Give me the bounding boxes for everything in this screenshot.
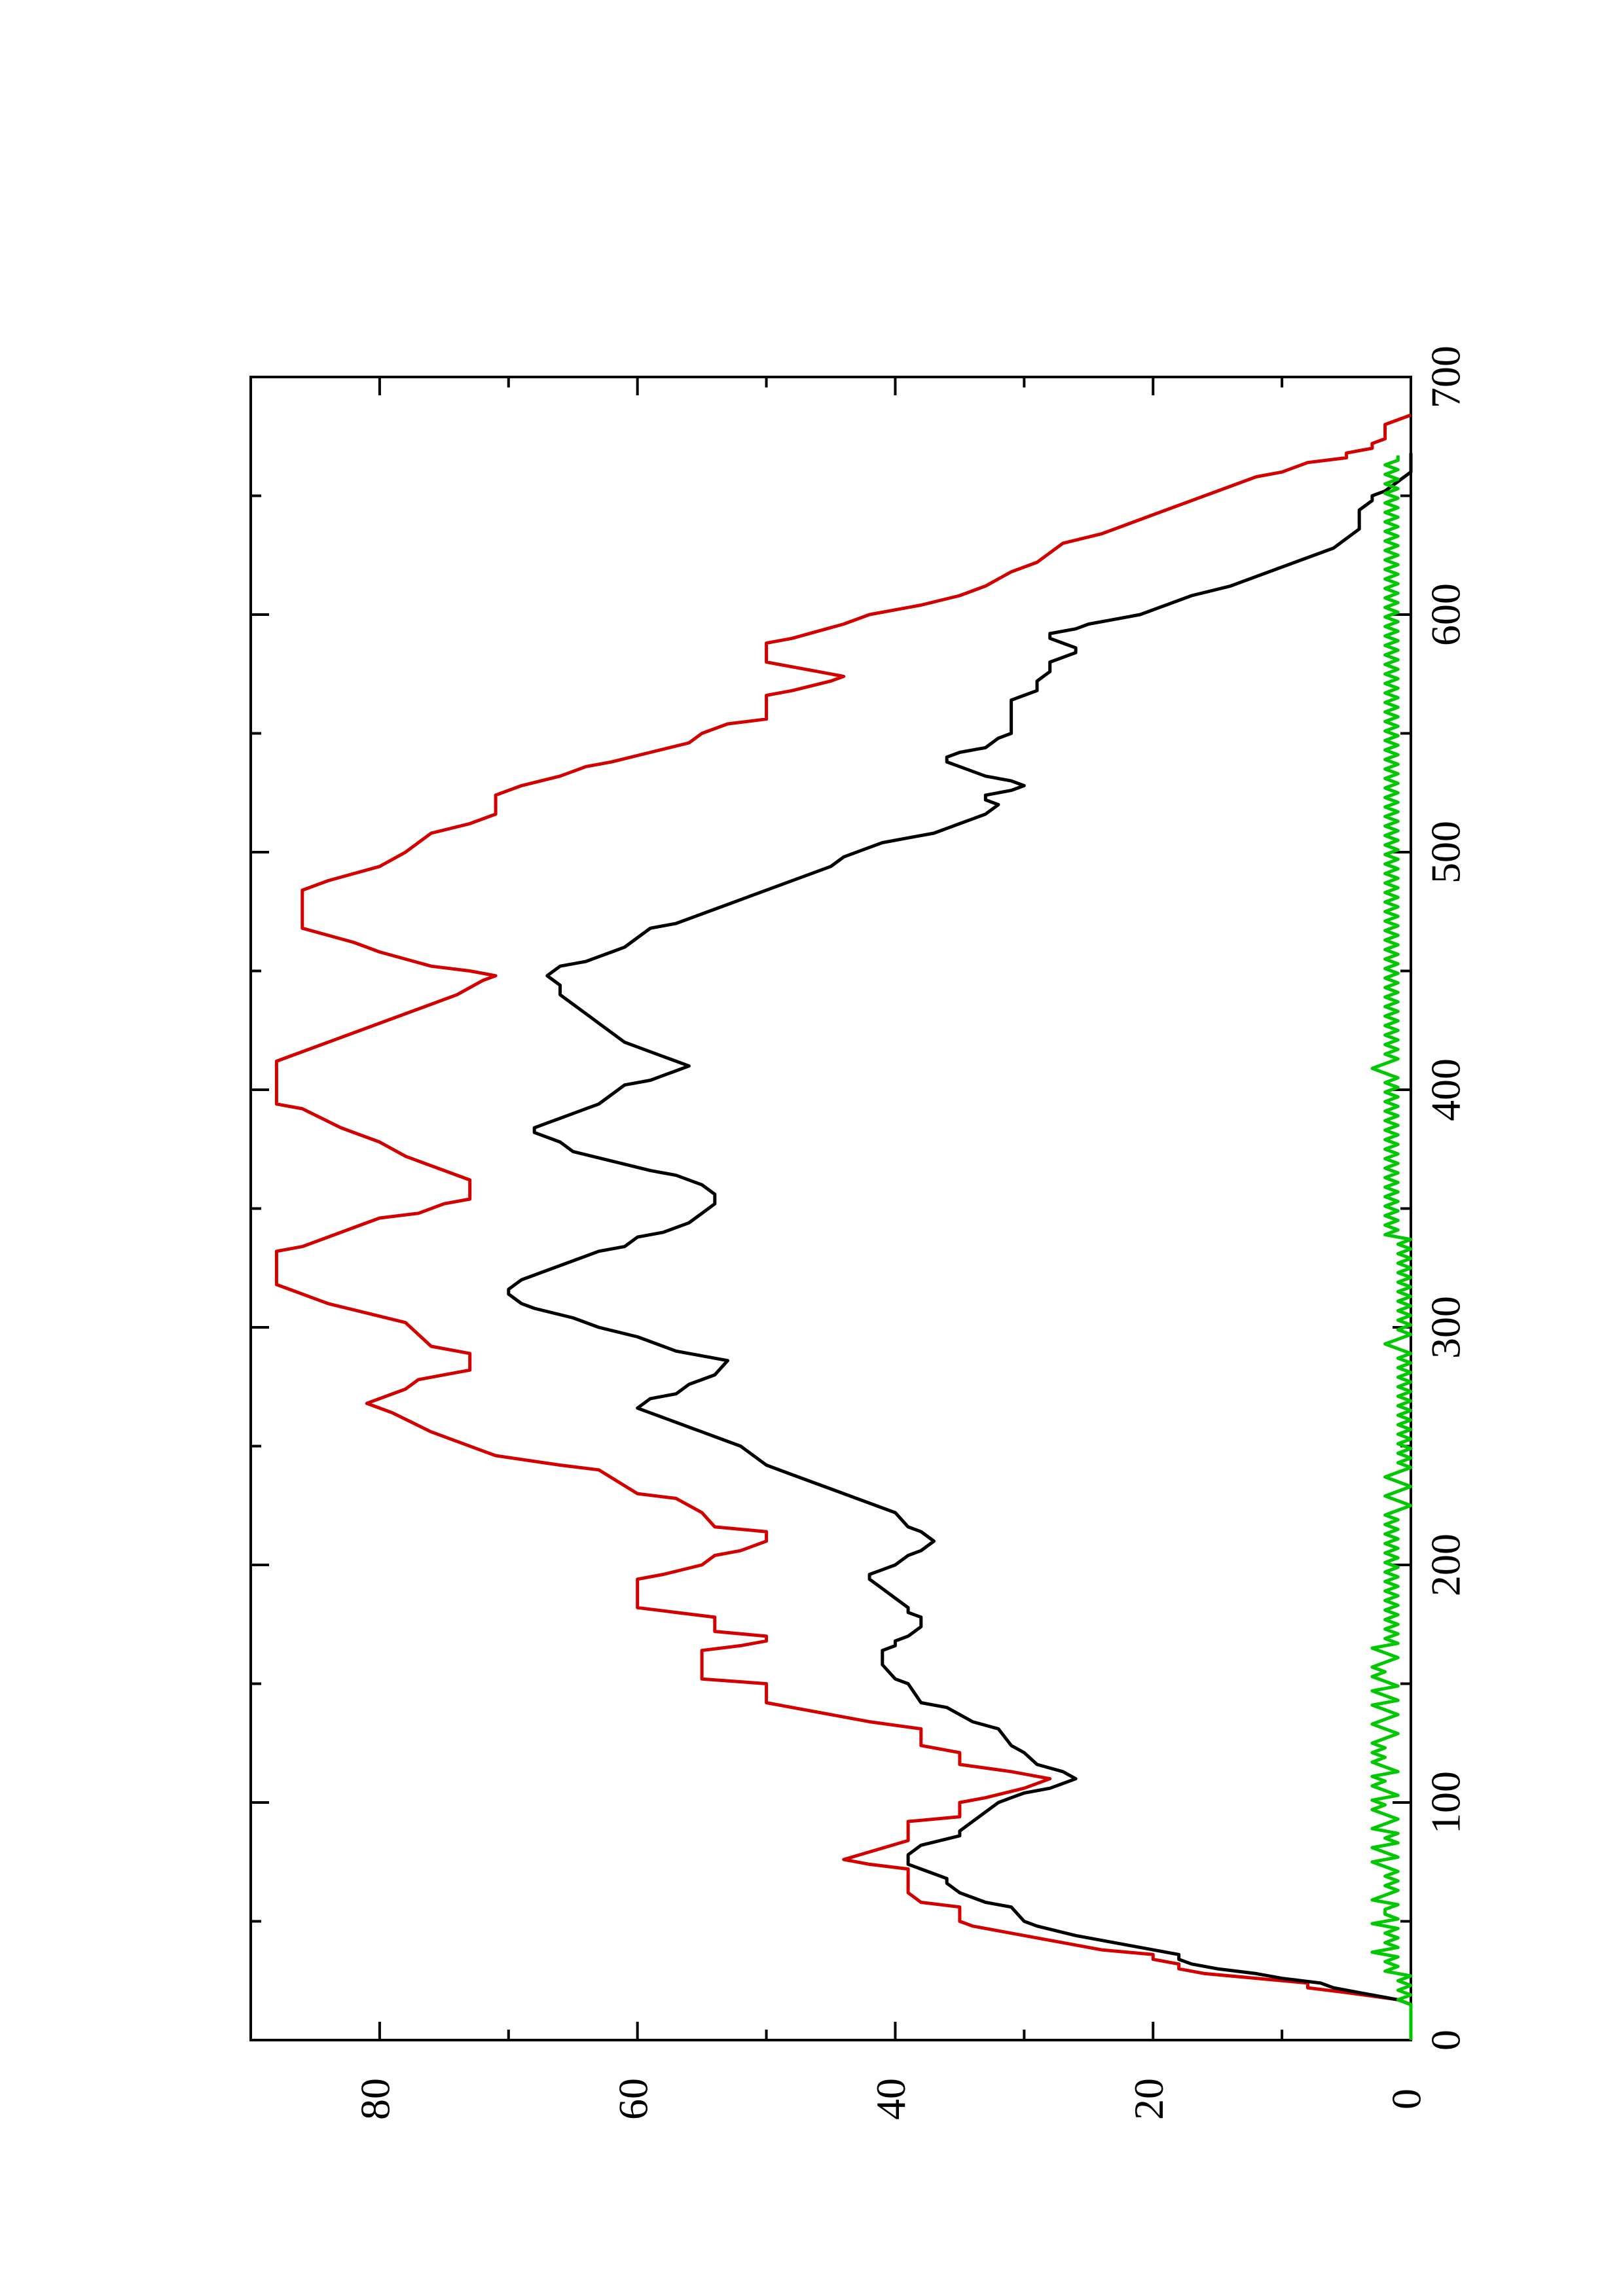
x-tick-label: 200 [1423,1534,1469,1596]
x-tick-label: 400 [1423,1058,1469,1121]
series-line-1 [507,453,1413,2040]
x-tick-label: 700 [1423,346,1469,408]
series-lines [274,413,1413,2040]
y-tick-label: 0 [1383,2089,1430,2109]
y-tick-label: 40 [867,2078,914,2120]
x-tick-label: 300 [1423,1296,1469,1359]
x-tick-label: 100 [1423,1771,1469,1834]
y-tick-label: 80 [352,2078,399,2120]
x-tick-label: 600 [1423,583,1469,646]
chart-area: 0 100 200 300 400 500 600 700 0 20 40 60 80 [249,346,1469,2120]
x-tick-label: 500 [1423,821,1469,884]
x-tick-label: 0 [1423,2030,1469,2051]
y-tick-label: 20 [1125,2078,1172,2120]
tick-labels: 0 100 200 300 400 500 600 700 0 20 40 60 80 [352,346,1469,2120]
y-tick-label: 60 [610,2078,656,2120]
series-line-0 [274,413,1413,2040]
series-line-2 [1370,455,1413,2040]
